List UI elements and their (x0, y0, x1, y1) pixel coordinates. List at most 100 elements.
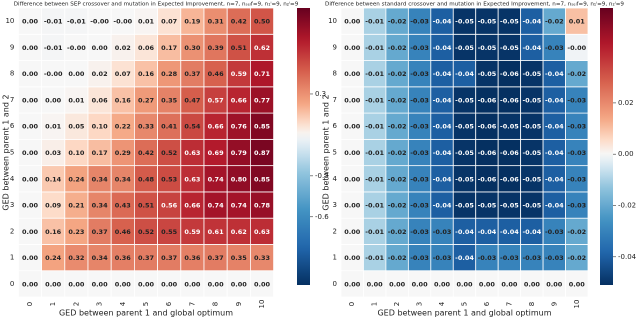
y-tick-label: 4 (333, 175, 338, 183)
cell-label: -0.04 (545, 123, 564, 131)
cell-label: 0.00 (344, 202, 361, 210)
cell-label: 0.24 (45, 254, 62, 262)
cell-label: 0.77 (254, 96, 270, 104)
y-tick-label: 6 (10, 122, 15, 130)
colorbar-tick-label: 0.3 (315, 90, 326, 98)
cell-label: -0.03 (567, 149, 586, 157)
chart-title: Difference between SEP crossover and mut… (14, 1, 299, 8)
cell-label: 0.00 (68, 70, 85, 78)
x-tick-label: 10 (258, 300, 266, 309)
colorbar-tick-label: -0.04 (618, 253, 637, 261)
cell-label: 0.00 (92, 280, 109, 288)
cell-label: -0.03 (545, 228, 564, 236)
cell-label: 0.00 (22, 123, 39, 131)
cell-label: 0.21 (68, 202, 85, 210)
cell-label: 0.00 (22, 96, 39, 104)
cell-label: 0.00 (456, 280, 473, 288)
cell-label: 0.00 (569, 280, 586, 288)
cell-label: 0.41 (161, 123, 178, 131)
y-axis-label: GED between parent 1 and 2 (2, 94, 11, 210)
cell-label: -0.05 (455, 44, 474, 52)
cell-label: 0.63 (254, 228, 270, 236)
cell-label: 0.07 (115, 70, 131, 78)
cell-label: 0.62 (254, 44, 270, 52)
cell-label: 0.00 (22, 228, 39, 236)
cell-label: -0.02 (388, 70, 407, 78)
x-tick-label: 2 (72, 302, 80, 306)
cell-label: -0.01 (365, 149, 384, 157)
cell-label: 0.07 (161, 18, 177, 26)
y-tick-label: 3 (10, 201, 14, 209)
cell-label: 0.00 (344, 175, 361, 183)
cell-label: 0.00 (22, 70, 39, 78)
cell-label: -0.02 (545, 18, 564, 26)
cell-label: 0.17 (92, 149, 108, 157)
cell-label: 0.16 (115, 96, 132, 104)
colorbar-tick-label: -0.6 (315, 213, 329, 221)
cell-label: 0.46 (208, 70, 225, 78)
cell-label: -0.05 (455, 149, 474, 157)
cell-label: 0.52 (161, 149, 177, 157)
cell-label: 0.59 (184, 228, 201, 236)
cell-label: 0.87 (254, 149, 270, 157)
cell-label: 0.53 (161, 175, 177, 183)
y-tick-label: 4 (10, 175, 15, 183)
cell-label: 0.63 (184, 149, 200, 157)
cell-label: -0.02 (388, 202, 407, 210)
cell-label: -0.04 (433, 44, 452, 52)
cell-label: -0.01 (365, 175, 384, 183)
x-tick-label: 5 (461, 302, 469, 306)
chart-title: Difference between standard crossover an… (325, 1, 624, 8)
cell-label: -0.02 (388, 149, 407, 157)
cell-label: 0.03 (45, 149, 61, 157)
cell-label: -0.01 (365, 123, 384, 131)
cell-label: 0.01 (138, 18, 155, 26)
cell-label: 0.42 (138, 149, 154, 157)
cell-label: -0.03 (500, 254, 519, 262)
cell-label: -0.03 (433, 254, 452, 262)
cell-label: 0.47 (184, 96, 200, 104)
cell-label: 0.33 (138, 123, 154, 131)
x-tick-label: 9 (235, 302, 243, 306)
x-tick-label: 3 (416, 302, 424, 306)
cell-label: 0.00 (344, 44, 361, 52)
cell-label: 0.35 (161, 96, 178, 104)
cell-label: -0.04 (433, 123, 452, 131)
cell-label: -0.03 (567, 175, 586, 183)
cell-label: 0.00 (344, 280, 361, 288)
cell-label: -0.04 (455, 228, 474, 236)
cell-label: -0.06 (478, 175, 497, 183)
cell-label: -0.06 (500, 70, 519, 78)
x-tick-label: 5 (142, 302, 150, 306)
cell-label: 0.39 (208, 44, 225, 52)
cell-label: -0.05 (522, 202, 541, 210)
cell-label: 0.34 (115, 175, 132, 183)
cell-label: 0.16 (138, 70, 155, 78)
cell-label: -0.05 (522, 123, 541, 131)
x-tick-label: 7 (188, 302, 196, 306)
cell-label: 0.32 (68, 254, 84, 262)
y-tick-label: 8 (333, 70, 337, 78)
x-tick-label: 4 (438, 301, 446, 306)
y-tick-label: 2 (333, 227, 337, 235)
cell-label: 0.00 (45, 96, 62, 104)
cell-label: -0.05 (455, 202, 474, 210)
cell-label: -0.05 (522, 175, 541, 183)
cell-label: -0.03 (567, 123, 586, 131)
cell-label: 0.00 (231, 280, 248, 288)
cell-label: -0.04 (545, 175, 564, 183)
y-tick-label: 6 (333, 122, 338, 130)
cell-label: 0.69 (208, 149, 225, 157)
cell-label: 0.00 (254, 280, 271, 288)
cell-label: -0.05 (522, 149, 541, 157)
y-tick-label: 0 (10, 280, 14, 288)
cell-label: 0.59 (231, 70, 248, 78)
cell-label: -0.01 (67, 18, 86, 26)
cell-label: 0.34 (92, 175, 109, 183)
cell-label: 0.00 (22, 18, 39, 26)
cell-label: 0.37 (184, 70, 200, 78)
cell-label: 0.06 (138, 44, 155, 52)
cell-label: -0.03 (410, 149, 429, 157)
cell-label: -0.04 (545, 202, 564, 210)
cell-label: -0.04 (433, 70, 452, 78)
